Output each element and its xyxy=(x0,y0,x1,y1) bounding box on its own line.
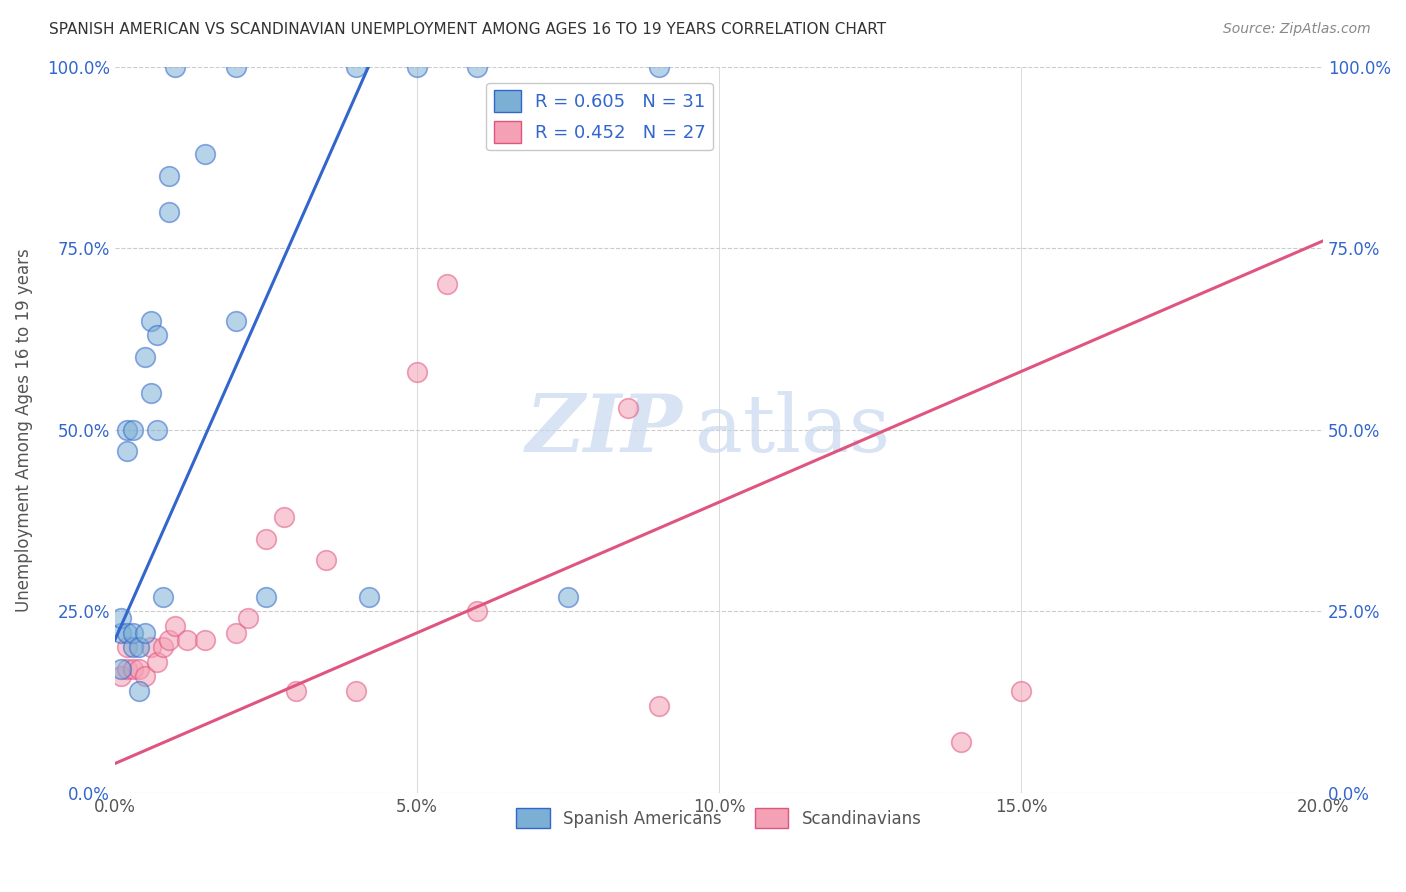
Point xyxy=(465,604,488,618)
Text: SPANISH AMERICAN VS SCANDINAVIAN UNEMPLOYMENT AMONG AGES 16 TO 19 YEARS CORRELAT: SPANISH AMERICAN VS SCANDINAVIAN UNEMPLO… xyxy=(49,22,886,37)
Point xyxy=(165,60,187,74)
Point xyxy=(152,590,174,604)
Point xyxy=(176,633,198,648)
Point xyxy=(647,698,669,713)
Point xyxy=(157,633,180,648)
Point xyxy=(122,662,145,676)
Point xyxy=(157,169,180,183)
Point xyxy=(146,328,169,343)
Point xyxy=(146,423,169,437)
Point xyxy=(115,626,138,640)
Point xyxy=(557,590,579,604)
Point xyxy=(146,655,169,669)
Point xyxy=(128,684,150,698)
Point xyxy=(115,444,138,458)
Point xyxy=(110,611,132,625)
Text: atlas: atlas xyxy=(695,391,890,468)
Point xyxy=(225,60,247,74)
Point xyxy=(157,204,180,219)
Point xyxy=(110,626,132,640)
Point xyxy=(115,640,138,655)
Point xyxy=(346,684,368,698)
Point xyxy=(285,684,308,698)
Point xyxy=(346,60,368,74)
Point xyxy=(254,532,277,546)
Y-axis label: Unemployment Among Ages 16 to 19 years: Unemployment Among Ages 16 to 19 years xyxy=(15,248,32,612)
Point xyxy=(357,590,380,604)
Text: ZIP: ZIP xyxy=(526,391,683,468)
Point xyxy=(122,423,145,437)
Point xyxy=(436,277,458,292)
Point xyxy=(139,640,162,655)
Point xyxy=(128,640,150,655)
Point xyxy=(225,626,247,640)
Point xyxy=(273,509,295,524)
Point xyxy=(115,662,138,676)
Point xyxy=(949,735,972,749)
Point xyxy=(152,640,174,655)
Point xyxy=(465,60,488,74)
Point xyxy=(134,669,156,683)
Point xyxy=(194,146,217,161)
Point xyxy=(225,314,247,328)
Legend: Spanish Americans, Scandinavians: Spanish Americans, Scandinavians xyxy=(510,802,928,835)
Point xyxy=(236,611,259,625)
Point xyxy=(139,386,162,401)
Point xyxy=(115,423,138,437)
Text: Source: ZipAtlas.com: Source: ZipAtlas.com xyxy=(1223,22,1371,37)
Point xyxy=(122,626,145,640)
Point xyxy=(617,401,640,415)
Point xyxy=(194,633,217,648)
Point xyxy=(134,626,156,640)
Point xyxy=(1010,684,1032,698)
Point xyxy=(405,60,427,74)
Point xyxy=(128,662,150,676)
Point xyxy=(165,618,187,632)
Point xyxy=(254,590,277,604)
Point xyxy=(647,60,669,74)
Point xyxy=(139,314,162,328)
Point xyxy=(134,350,156,364)
Point xyxy=(405,365,427,379)
Point xyxy=(110,662,132,676)
Point xyxy=(110,669,132,683)
Point xyxy=(315,553,337,567)
Point xyxy=(122,640,145,655)
